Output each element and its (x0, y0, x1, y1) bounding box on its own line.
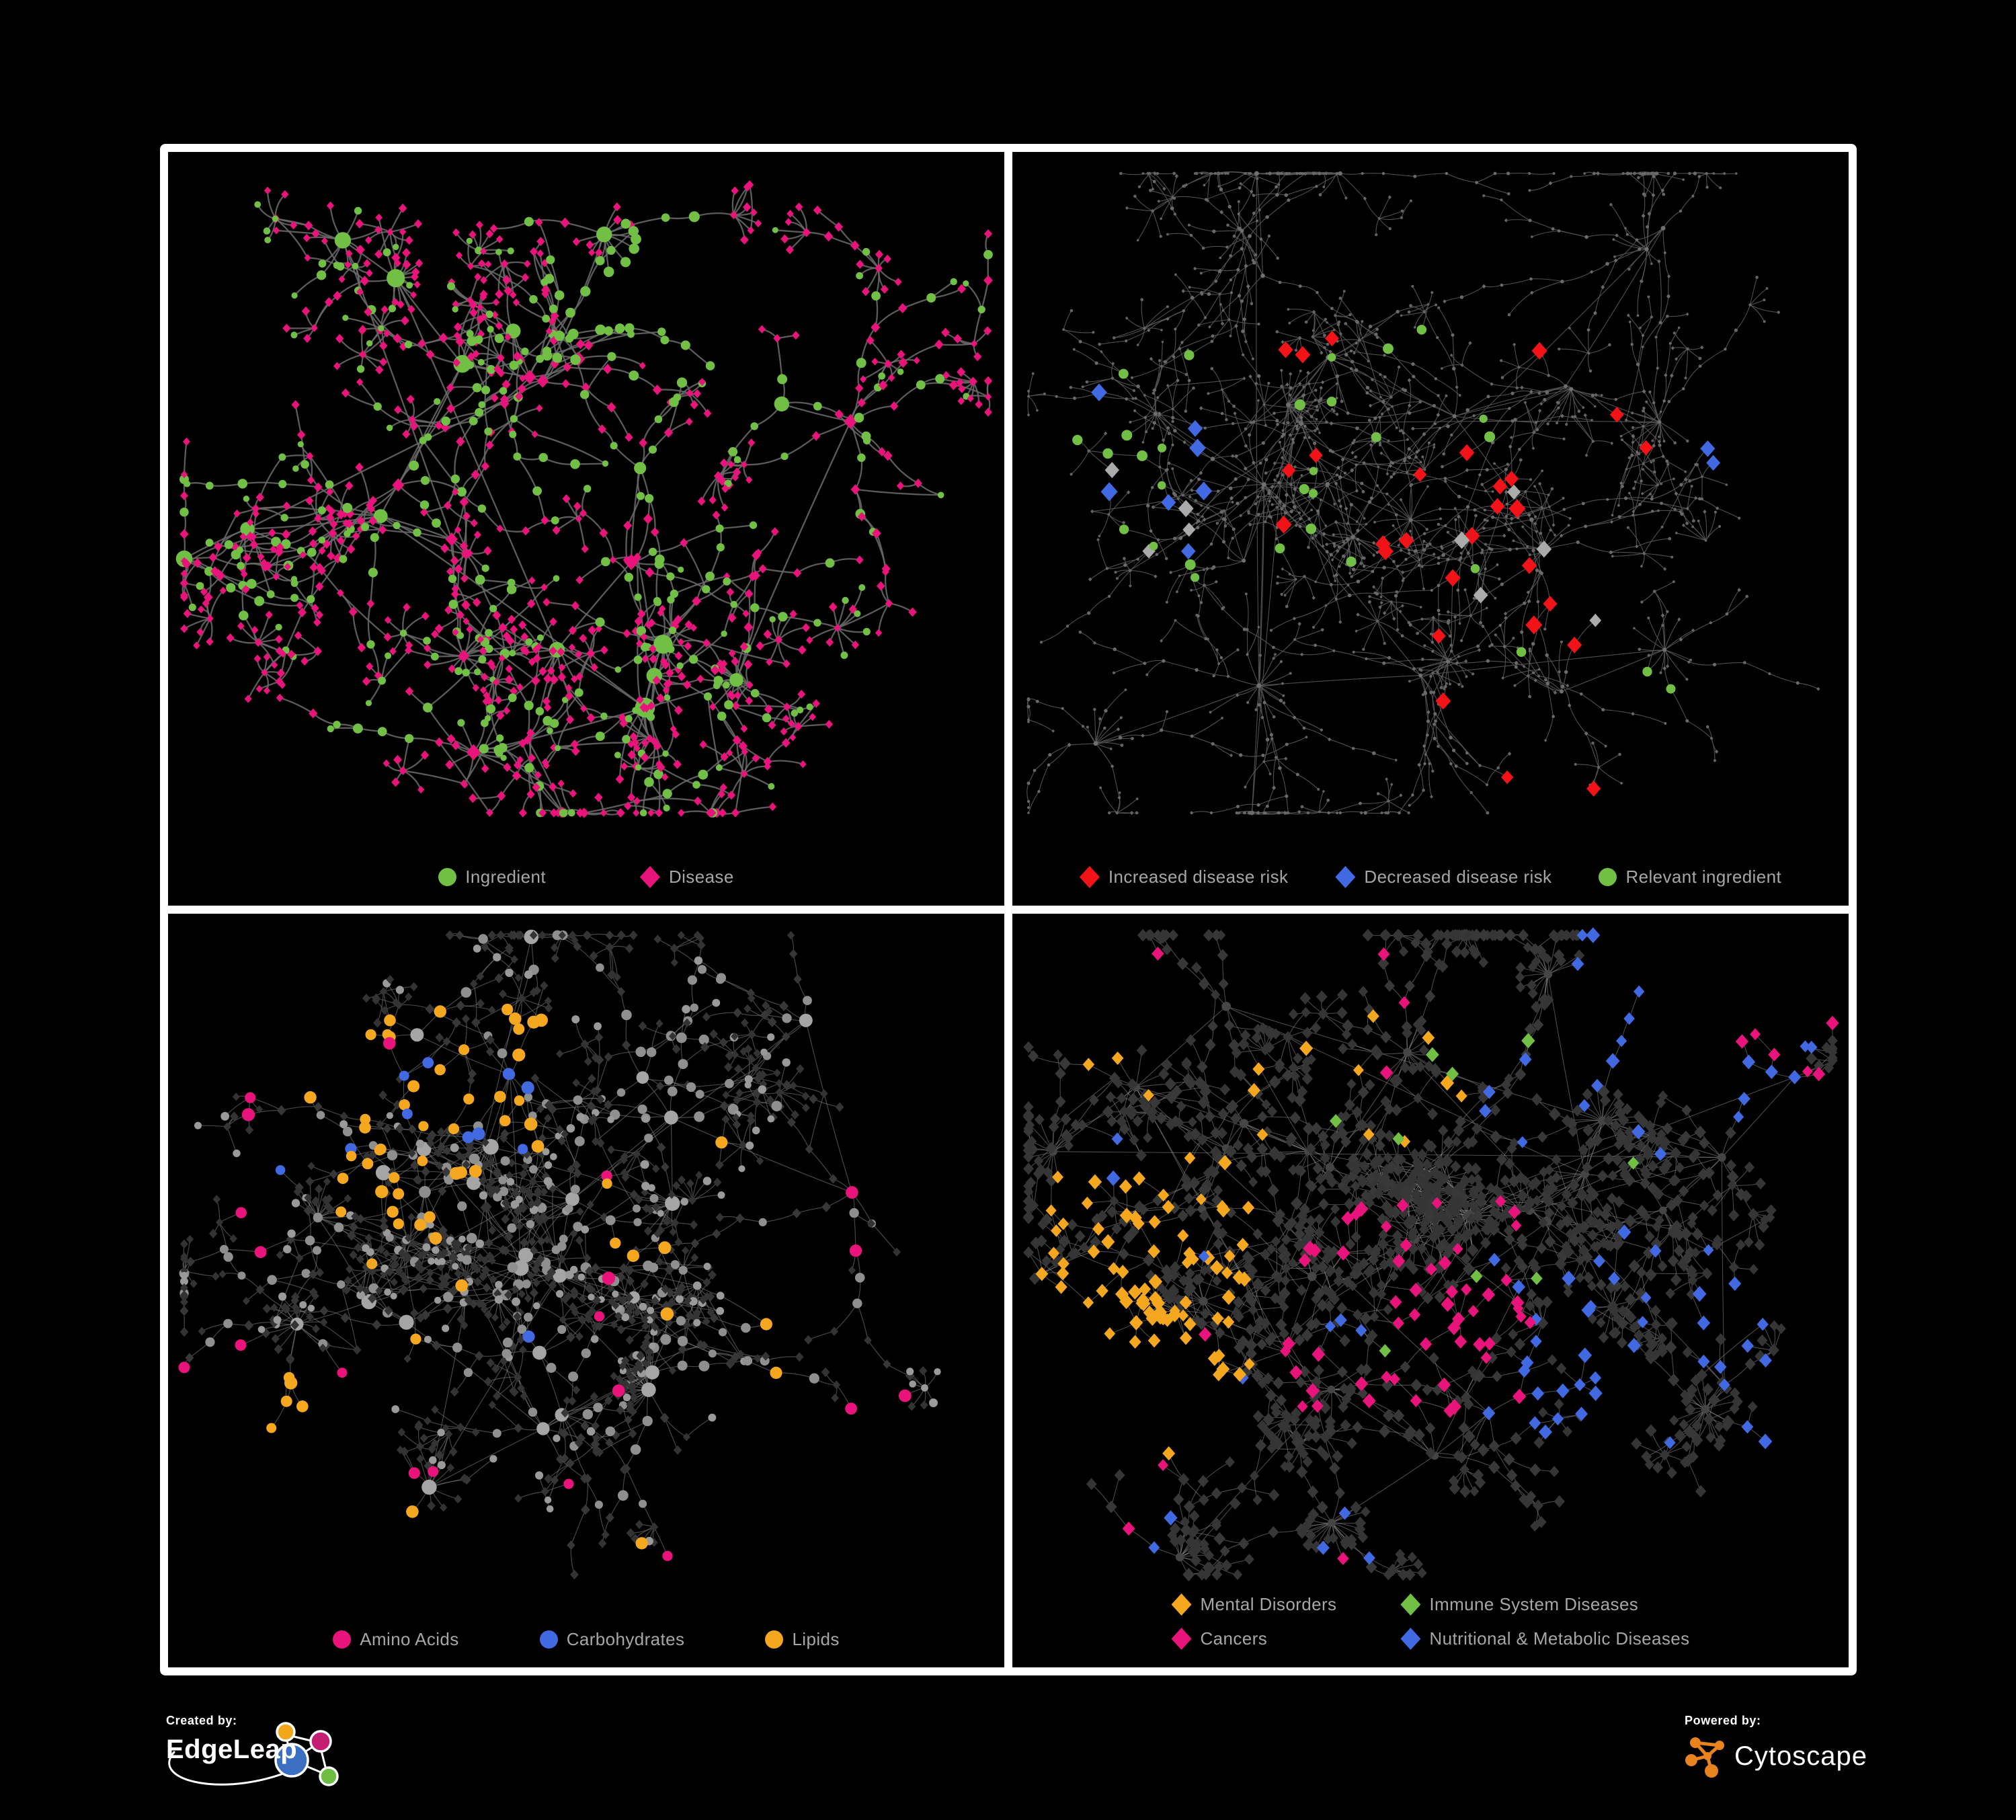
panel-grid: Ingredient Disease Increased disease risk… (160, 144, 1857, 1675)
circle-marker-icon (333, 1630, 352, 1649)
network-graph-ingredient-disease (175, 180, 993, 818)
legend-label: Mental Disorders (1200, 1594, 1337, 1614)
diamond-marker-icon (1400, 1593, 1421, 1616)
panel-ingredient-disease: Ingredient Disease (168, 152, 1004, 906)
edgeleap-logo-icon (168, 1722, 339, 1786)
legend-label: Carbohydrates (566, 1629, 685, 1649)
legend-label: Disease (668, 867, 734, 887)
legend-ingredient-disease: Ingredient Disease (168, 866, 1004, 888)
legend-label: Immune System Diseases (1429, 1594, 1639, 1614)
legend-item-relevant-ingredient: Relevant ingredient (1599, 867, 1781, 887)
legend-item-increased-disease-risk: Increased disease risk (1079, 866, 1289, 888)
legend-label: Relevant ingredient (1625, 867, 1782, 887)
diamond-marker-icon (1400, 1628, 1421, 1650)
legend-item-immune-system-diseases: Immune System Diseases (1400, 1593, 1638, 1616)
panel-disease-risk: Increased disease risk Decreased disease … (1012, 152, 1849, 906)
edgeleap-logo-text: EdgeLeap (166, 1735, 298, 1764)
legend-item-lipids: Lipids (765, 1629, 839, 1650)
powered-by-block: Powered by: Cytoscape (1685, 1714, 1906, 1801)
legend-item-amino-acids: Amino Acids (333, 1629, 458, 1650)
cytoscape-logo-text: Cytoscape (1734, 1741, 1867, 1771)
legend-item-disease: Disease (639, 866, 734, 888)
panel-nutrient-classes: Amino Acids Carbohydrates Lipids (168, 914, 1004, 1667)
powered-by-label: Powered by: (1685, 1714, 1761, 1727)
legend-item-cancers: Cancers (1171, 1628, 1268, 1650)
legend-disease-risk: Increased disease risk Decreased disease … (1012, 866, 1849, 888)
legend-item-decreased-disease-risk: Decreased disease risk (1335, 866, 1551, 888)
circle-marker-icon (765, 1630, 784, 1649)
network-graph-disease-risk (1026, 171, 1820, 816)
legend-label: Amino Acids (360, 1629, 459, 1649)
circle-marker-icon (1599, 868, 1617, 886)
circle-marker-icon (438, 868, 457, 886)
legend-disease-classes: Mental Disorders Immune System Diseases Ca… (1012, 1593, 1849, 1650)
legend-item-ingredient: Ingredient (438, 867, 546, 887)
network-graph-disease-classes (1022, 927, 1839, 1582)
diamond-marker-icon (639, 866, 660, 888)
created-by-block: Created by: EdgeLeap (166, 1714, 388, 1801)
created-by-label: Created by: (166, 1714, 237, 1727)
legend-item-carbohydrates: Carbohydrates (539, 1629, 685, 1650)
cytoscape-logo-icon (1685, 1737, 1724, 1778)
legend-item-mental-disorders: Mental Disorders (1171, 1593, 1337, 1616)
panel-disease-classes: Mental Disorders Immune System Diseases Ca… (1012, 914, 1849, 1667)
legend-label: Increased disease risk (1108, 867, 1289, 887)
legend-label: Ingredient (465, 867, 546, 887)
diamond-marker-icon (1171, 1593, 1192, 1616)
circle-marker-icon (539, 1630, 558, 1649)
legend-label: Nutritional & Metabolic Diseases (1429, 1628, 1690, 1649)
legend-label: Decreased disease risk (1364, 867, 1552, 887)
legend-item-nutritional-metabolic-diseases: Nutritional & Metabolic Diseases (1400, 1628, 1689, 1650)
legend-nutrient-classes: Amino Acids Carbohydrates Lipids (168, 1629, 1004, 1650)
legend-label: Cancers (1200, 1628, 1268, 1649)
diamond-marker-icon (1171, 1628, 1192, 1650)
network-graph-nutrient-classes (178, 929, 941, 1580)
diamond-marker-icon (1335, 866, 1356, 888)
diamond-marker-icon (1079, 866, 1100, 888)
legend-label: Lipids (792, 1629, 840, 1649)
